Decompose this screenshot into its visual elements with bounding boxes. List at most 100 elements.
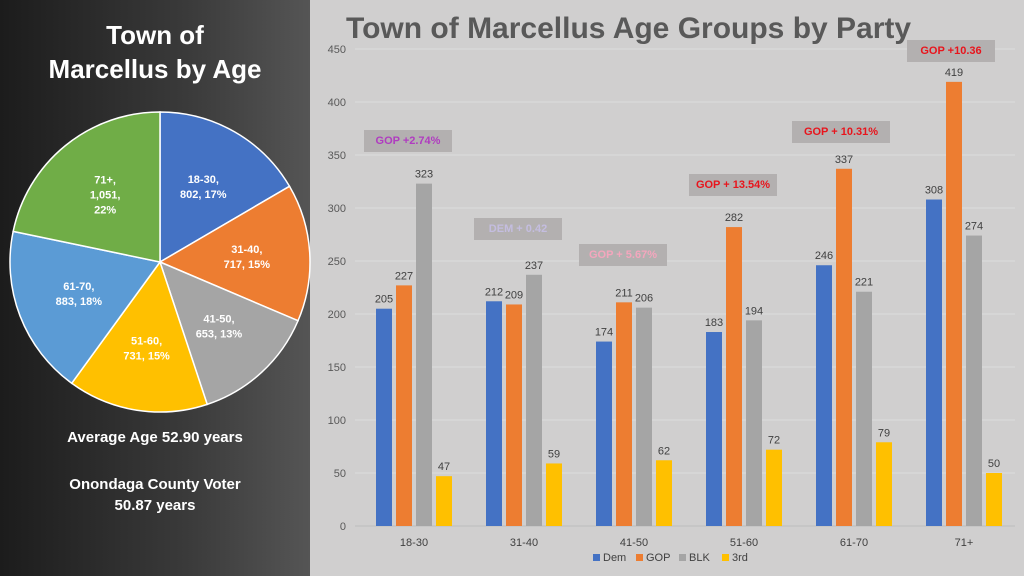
y-tick-label: 250	[328, 256, 346, 268]
data-label: 183	[705, 317, 723, 329]
pie-title: Town of Marcellus by Age	[0, 18, 310, 86]
county-average: Onondaga County Voter 50.87 years	[0, 474, 310, 516]
legend-label-BLK: BLK	[689, 552, 710, 564]
county-line-2: 50.87 years	[114, 497, 196, 514]
annotation-box: GOP +10.36	[907, 40, 995, 62]
legend-swatch-3rd	[722, 554, 729, 561]
x-tick-label: 51-60	[730, 537, 758, 549]
legend-swatch-BLK	[679, 554, 686, 561]
bar-GOP-41-50	[616, 302, 632, 526]
y-tick-label: 200	[328, 309, 346, 321]
legend-label-GOP: GOP	[646, 552, 670, 564]
bar-BLK-51-60	[746, 320, 762, 526]
x-tick-label: 61-70	[840, 537, 868, 549]
data-label: 79	[878, 427, 890, 439]
bar-Dem-51-60	[706, 332, 722, 526]
bar-BLK-61-70	[856, 291, 872, 526]
x-tick-label: 31-40	[510, 537, 538, 549]
data-label: 308	[925, 185, 943, 197]
data-label: 221	[855, 277, 873, 289]
pie-label: 22%	[94, 204, 116, 216]
data-label: 174	[595, 327, 613, 339]
data-label: 205	[375, 294, 393, 306]
legend-swatch-Dem	[593, 554, 600, 561]
y-tick-label: 450	[328, 44, 346, 56]
legend-label-3rd: 3rd	[732, 552, 748, 564]
pie-label: 71+,	[94, 174, 116, 186]
pie-label: 717, 15%	[224, 259, 271, 271]
data-label: 62	[658, 445, 670, 457]
pie-slice-31-40	[158, 185, 311, 322]
bar-GOP-61-70	[836, 168, 852, 526]
pie-label: 18-30,	[188, 174, 219, 186]
average-age: Average Age 52.90 years	[67, 429, 243, 446]
bar-GOP-18-30	[396, 285, 412, 526]
data-label: 227	[395, 270, 413, 282]
data-label: 282	[725, 212, 743, 224]
data-label: 209	[505, 289, 523, 301]
county-line-1: Onondaga County Voter	[69, 476, 241, 493]
annotation-box: GOP + 13.54%	[689, 174, 777, 196]
bar-GOP-51-60	[726, 227, 742, 526]
x-tick-label: 18-30	[400, 537, 428, 549]
bar-3rd-18-30	[436, 476, 452, 526]
bar-Dem-41-50	[596, 341, 612, 526]
bar-3rd-51-60	[766, 449, 782, 526]
title-line-2: Marcellus by Age	[48, 54, 262, 84]
legend-label-Dem: Dem	[603, 552, 626, 564]
annotation-box: DEM + 0.42	[474, 218, 562, 240]
pie-label: 883, 18%	[56, 296, 103, 308]
data-label: 323	[415, 169, 433, 181]
bar-BLK-18-30	[416, 183, 432, 526]
data-label: 50	[988, 458, 1000, 470]
data-label: 72	[768, 435, 780, 447]
data-label: 206	[635, 293, 653, 305]
y-tick-label: 300	[328, 203, 346, 215]
bar-BLK-71+	[966, 235, 982, 526]
bar-Dem-31-40	[486, 301, 502, 526]
y-tick-label: 0	[340, 521, 346, 533]
pie-label: 31-40,	[231, 244, 262, 256]
bar-GOP-71+	[946, 81, 962, 527]
y-tick-label: 100	[328, 415, 346, 427]
data-label: 211	[615, 287, 633, 299]
pie-label: 61-70,	[63, 281, 94, 293]
pie-label: 51-60,	[131, 335, 162, 347]
pie-label: 731, 15%	[123, 350, 170, 362]
pie-slice-51-60	[70, 260, 209, 413]
x-tick-label: 41-50	[620, 537, 648, 549]
bar-Dem-18-30	[376, 308, 392, 526]
data-label: 337	[835, 154, 853, 166]
data-label: 419	[945, 67, 963, 79]
data-label: 212	[485, 286, 503, 298]
pie-slice-61-70	[9, 230, 162, 385]
annotation-box: GOP + 10.31%	[792, 121, 890, 143]
bar-3rd-41-50	[656, 460, 672, 526]
data-label: 274	[965, 221, 983, 233]
bar-BLK-31-40	[526, 274, 542, 526]
bar-3rd-31-40	[546, 463, 562, 526]
pie-label: 1,051,	[90, 189, 121, 201]
legend-swatch-GOP	[636, 554, 643, 561]
data-label: 47	[438, 461, 450, 473]
pie-slice-18-30	[159, 111, 291, 264]
annotation-box: GOP + 5.67%	[579, 244, 667, 266]
pie-label: 653, 13%	[196, 328, 243, 340]
bar-BLK-41-50	[636, 307, 652, 526]
bar-Dem-61-70	[816, 265, 832, 526]
pie-slice-71+	[12, 111, 161, 263]
y-tick-label: 150	[328, 362, 346, 374]
bar-GOP-31-40	[506, 304, 522, 526]
pie-label: 41-50,	[203, 313, 234, 325]
title-line-1: Town of	[106, 20, 204, 50]
bar-chart-title: Town of Marcellus Age Groups by Party	[346, 12, 912, 45]
data-label: 59	[548, 448, 560, 460]
pie-slice-41-50	[158, 260, 300, 406]
data-label: 237	[525, 260, 543, 272]
annotation-box: GOP +2.74%	[364, 130, 452, 152]
x-tick-label: 71+	[955, 537, 974, 549]
data-label: 246	[815, 250, 833, 262]
bar-3rd-61-70	[876, 442, 892, 526]
bar-Dem-71+	[926, 199, 942, 526]
